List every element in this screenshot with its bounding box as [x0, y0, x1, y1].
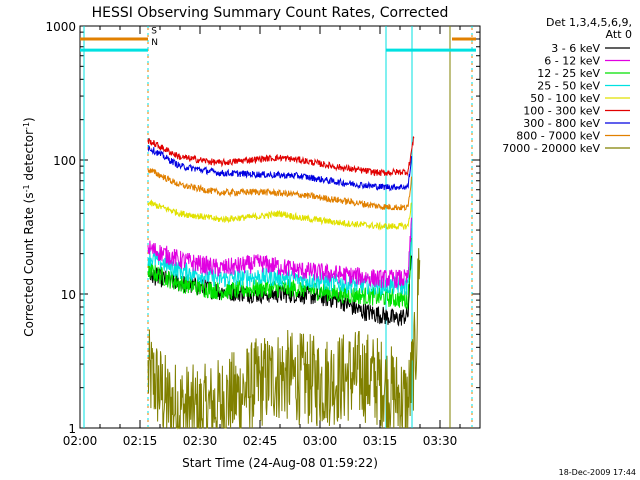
footer-timestamp: 18-Dec-2009 17:44 [559, 468, 636, 477]
x-tick-label: 02:30 [183, 434, 218, 448]
x-tick-label: 03:00 [303, 434, 338, 448]
x-tick-label: 02:45 [243, 434, 278, 448]
axis-ticks: 02:00 02:15 02:30 02:45 03:00 03:15 03:30 1 10 10… [45, 20, 480, 448]
legend-header-line2: Att 0 [606, 28, 632, 41]
legend-label: 300 - 800 keV [523, 117, 600, 130]
legend-label: 12 - 25 keV [537, 67, 600, 80]
series-line-6 [147, 144, 412, 192]
y-tick-label: 10 [61, 288, 76, 302]
y-tick-label: 100 [53, 154, 76, 168]
legend-label: 6 - 12 keV [544, 55, 600, 68]
y-axis-label-sup2: -1 [22, 122, 31, 130]
y-axis-label-end: ) [22, 117, 36, 122]
legend-label: 50 - 100 keV [530, 92, 600, 105]
x-tick-label: 03:15 [363, 434, 398, 448]
y-axis-label-mid: detector [22, 130, 36, 185]
legend-label: 3 - 6 keV [551, 42, 600, 55]
series-line-3 [147, 227, 412, 297]
legend-label: 25 - 50 keV [537, 80, 600, 93]
legend-label: 800 - 7000 keV [516, 130, 600, 143]
y-axis-label: Corrected Count Rate (s-1 detector-1) [22, 117, 37, 336]
y-tick-label: 1 [68, 422, 76, 436]
legend-header-line1: Det 1,3,4,5,6,9, [546, 16, 632, 29]
y-axis-label-sup1: -1 [22, 184, 31, 192]
y-tick-label: 1000 [45, 20, 76, 34]
x-tick-label: 03:30 [423, 434, 458, 448]
series-line-1 [147, 217, 412, 289]
series-line-8 [147, 248, 421, 430]
legend-label: 100 - 300 keV [523, 105, 600, 118]
x-tick-label: 02:15 [123, 434, 158, 448]
series-line-4 [147, 199, 412, 231]
series-line-5 [147, 136, 415, 177]
series-line-0 [147, 255, 412, 327]
annotation-night-label: N [151, 38, 158, 48]
series-group [147, 136, 421, 430]
chart-title: HESSI Observing Summary Count Rates, Cor… [92, 5, 449, 21]
annotation-saa-label: S [151, 26, 157, 36]
x-tick-label: 02:00 [63, 434, 98, 448]
series-line-7 [147, 167, 412, 212]
x-axis-label: Start Time (24-Aug-08 01:59:22) [182, 456, 378, 470]
legend-label: 7000 - 20000 keV [502, 142, 600, 155]
